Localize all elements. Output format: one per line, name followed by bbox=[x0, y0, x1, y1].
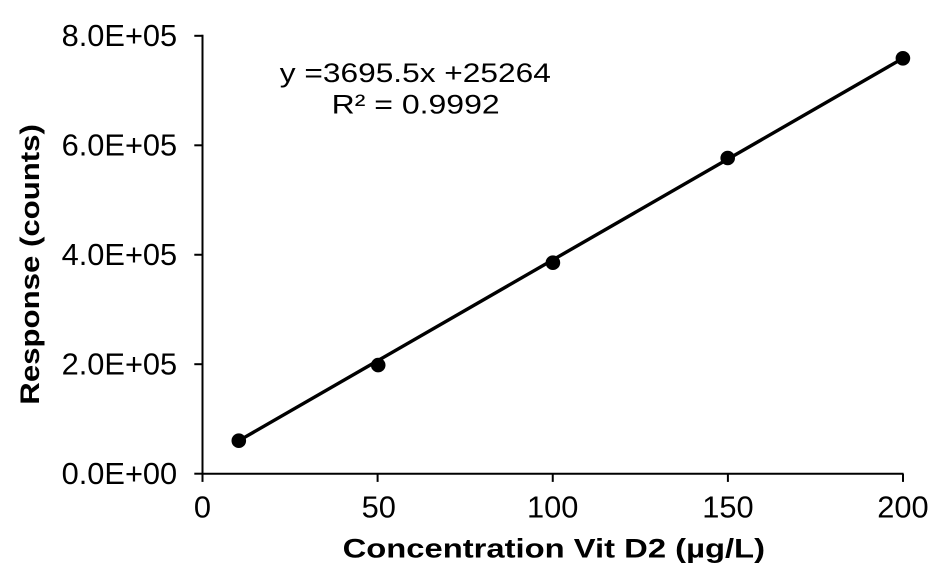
svg-text:4.0E+05: 4.0E+05 bbox=[62, 237, 178, 272]
svg-text:200: 200 bbox=[877, 490, 928, 525]
svg-text:0.0E+00: 0.0E+00 bbox=[62, 456, 178, 491]
svg-text:150: 150 bbox=[702, 490, 753, 525]
svg-text:2.0E+05: 2.0E+05 bbox=[62, 347, 178, 382]
svg-text:100: 100 bbox=[527, 490, 578, 525]
svg-text:6.0E+05: 6.0E+05 bbox=[62, 128, 178, 163]
svg-text:0: 0 bbox=[194, 490, 211, 525]
svg-text:R² = 0.9992: R² = 0.9992 bbox=[332, 90, 500, 120]
svg-text:8.0E+05: 8.0E+05 bbox=[62, 18, 178, 53]
svg-text:Concentration Vit D2 (µg/L): Concentration Vit D2 (µg/L) bbox=[343, 534, 765, 564]
svg-text:y =3695.5x +25264: y =3695.5x +25264 bbox=[280, 58, 551, 88]
svg-text:Response (counts): Response (counts) bbox=[16, 124, 46, 405]
svg-text:50: 50 bbox=[362, 490, 396, 525]
